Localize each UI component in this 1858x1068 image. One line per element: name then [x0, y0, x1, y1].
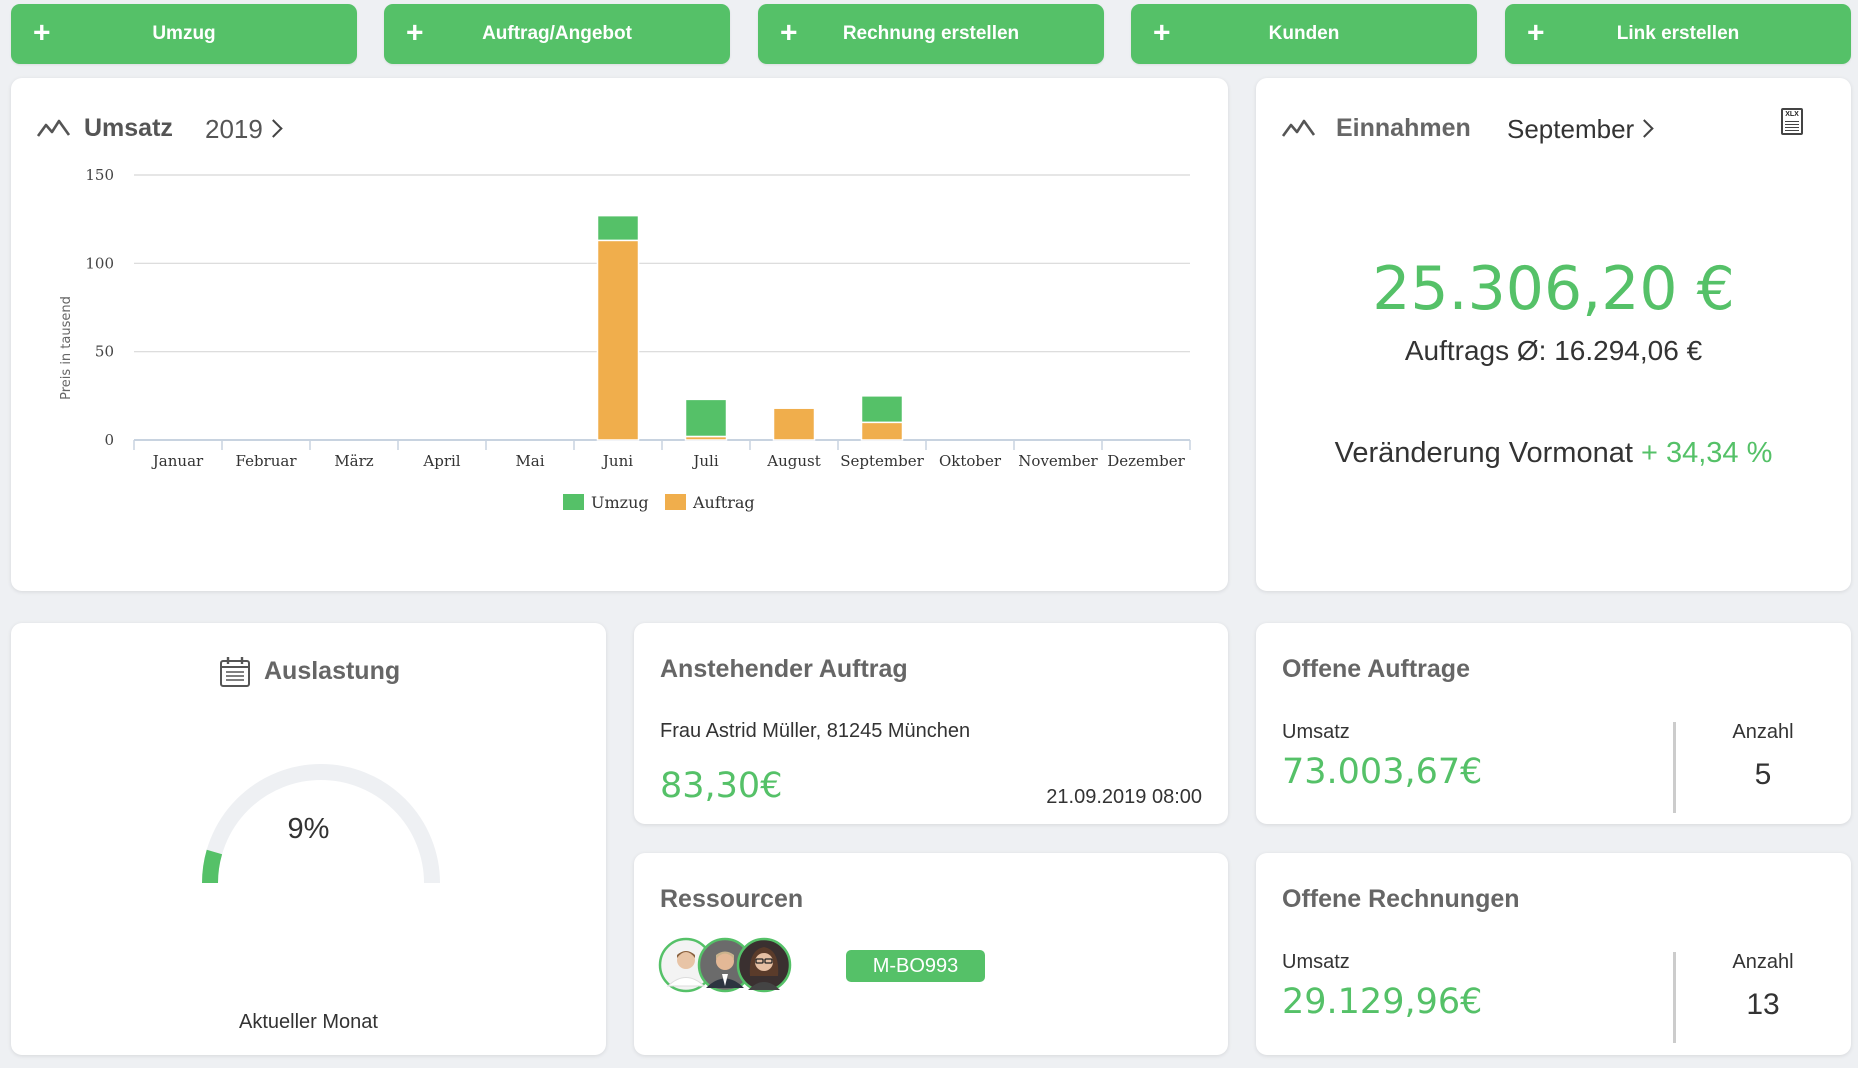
- anzahl-label: Anzahl: [1732, 721, 1794, 743]
- x-tick-label: November: [1018, 452, 1098, 470]
- resource-avatars: [658, 937, 792, 993]
- year-selector[interactable]: 2019: [205, 114, 283, 145]
- avatar[interactable]: [736, 937, 792, 993]
- excel-export-icon[interactable]: XLX: [1781, 108, 1803, 135]
- xlx-label: XLX: [1785, 111, 1799, 118]
- month-selector[interactable]: September: [1507, 114, 1654, 145]
- plus-icon: +: [1153, 16, 1171, 50]
- offene-auftraege-title: Offene Auftrage: [1282, 655, 1470, 683]
- einnahmen-amount: 25.306,20 €: [1372, 254, 1735, 324]
- einnahmen-title: Einnahmen: [1336, 114, 1471, 142]
- y-tick-label: 100: [85, 254, 114, 272]
- auslastung-title: Auslastung: [264, 657, 401, 685]
- gauge-fill: [202, 849, 223, 884]
- x-tick-label: April: [422, 452, 460, 470]
- auftrag-angebot-button-label: Auftrag/Angebot: [482, 23, 632, 44]
- rechnung-erstellen-button[interactable]: + Rechnung erstellen: [758, 4, 1104, 64]
- umsatz-card: Umsatz 2019 Preis in tausend 0 50 100 150 Ja…: [11, 78, 1228, 591]
- plus-icon: +: [1527, 16, 1545, 50]
- umsatz-label: Umsatz: [1282, 721, 1350, 743]
- offene-rechnungen-title: Offene Rechnungen: [1282, 885, 1520, 913]
- offene-auftraege-anzahl: 5: [1754, 758, 1772, 791]
- umsatz-label: Umsatz: [1282, 951, 1350, 973]
- anstehender-title: Anstehender Auftrag: [660, 655, 908, 683]
- umzug-button[interactable]: + Umzug: [11, 4, 357, 64]
- link-erstellen-button[interactable]: + Link erstellen: [1505, 4, 1851, 64]
- offene-auftraege-umsatz: 73.003,67€: [1282, 752, 1483, 792]
- legend-swatch: [665, 494, 686, 510]
- auftrag-amount: 83,30€: [660, 766, 783, 806]
- change-value: + 34,34 %: [1640, 437, 1773, 469]
- umsatz-title: Umsatz: [84, 114, 173, 142]
- x-tick-label: Juni: [601, 452, 633, 470]
- bar-auftrag: [596, 239, 640, 441]
- x-tick-label: August: [766, 452, 820, 470]
- rechnung-erstellen-button-label: Rechnung erstellen: [842, 23, 1020, 44]
- x-tick-label: Mai: [515, 452, 544, 470]
- auslastung-percent: 9%: [287, 813, 330, 845]
- avatar[interactable]: [697, 937, 753, 993]
- offene-rechnungen-card[interactable]: Offene Rechnungen Umsatz 29.129,96€ Anza…: [1256, 853, 1851, 1055]
- change-row: Veränderung Vormonat + 34,34 %: [1256, 437, 1851, 470]
- offene-rechnungen-anzahl: 13: [1746, 988, 1780, 1021]
- year-label: 2019: [205, 114, 263, 144]
- sheet-lines: [1785, 121, 1799, 131]
- plus-icon: +: [33, 16, 51, 50]
- bar-auftrag: [772, 407, 816, 441]
- bar-auftrag: [860, 421, 904, 441]
- plus-icon: +: [780, 16, 798, 50]
- ressourcen-card: Ressourcen M-BO993: [634, 853, 1228, 1055]
- anzahl-label: Anzahl: [1732, 951, 1794, 973]
- x-tick-label: Februar: [235, 452, 297, 470]
- bar-umzug: [860, 395, 904, 424]
- y-axis-label: Preis in tausend: [59, 296, 74, 400]
- divider: [1673, 952, 1676, 1043]
- umsatz-chart: Preis in tausend 0 50 100 150 Januar Februar M…: [59, 166, 1191, 512]
- x-tick-label: Januar: [151, 452, 204, 470]
- kunden-button-label: Kunden: [1268, 23, 1340, 44]
- kunden-button[interactable]: + Kunden: [1131, 4, 1477, 64]
- auftrag-angebot-button[interactable]: + Auftrag/Angebot: [384, 4, 730, 64]
- x-tick-label: März: [334, 452, 373, 470]
- einnahmen-card: Einnahmen September XLX 25.306,20 € Auft…: [1256, 78, 1851, 591]
- legend-label: Auftrag: [692, 493, 755, 512]
- legend-swatch: [563, 494, 584, 510]
- vehicle-badge[interactable]: M-BO993: [846, 950, 985, 982]
- avatar[interactable]: [658, 937, 714, 993]
- ressourcen-title: Ressourcen: [660, 885, 804, 913]
- bar-umzug: [596, 214, 640, 242]
- auftrags-average: Auftrags Ø: 16.294,06 €: [1404, 335, 1703, 366]
- x-tick-label: September: [840, 452, 924, 470]
- y-tick-label: 50: [95, 343, 114, 361]
- divider: [1673, 722, 1676, 813]
- offene-auftraege-card[interactable]: Offene Auftrage Umsatz 73.003,67€ Anzahl…: [1256, 623, 1851, 824]
- link-erstellen-button-label: Link erstellen: [1616, 23, 1740, 44]
- y-tick-label: 0: [104, 431, 114, 449]
- trend-icon: [36, 119, 71, 137]
- anstehender-auftrag-card[interactable]: Anstehender Auftrag Frau Astrid Müller, …: [634, 623, 1228, 824]
- x-tick-label: Juli: [691, 452, 718, 470]
- umzug-button-label: Umzug: [152, 23, 216, 44]
- offene-rechnungen-umsatz: 29.129,96€: [1282, 982, 1483, 1022]
- month-label: September: [1507, 114, 1635, 144]
- chevron-right-icon: [1635, 119, 1654, 138]
- change-label: Veränderung Vormonat: [1334, 437, 1633, 469]
- gauge-track: [202, 764, 440, 884]
- x-tick-label: Oktober: [939, 452, 1002, 470]
- calendar-icon: [220, 657, 250, 687]
- bar-umzug: [684, 398, 728, 438]
- x-tick-label: Dezember: [1107, 452, 1185, 470]
- plus-icon: +: [406, 16, 424, 50]
- legend-label: Umzug: [591, 493, 649, 512]
- auftrag-datetime: 21.09.2019 08:00: [1046, 786, 1202, 808]
- auslastung-card: Auslastung 9% Aktueller Monat: [11, 623, 606, 1055]
- y-tick-label: 150: [85, 166, 114, 184]
- trend-icon: [1281, 119, 1316, 137]
- customer-info: Frau Astrid Müller, 81245 München: [660, 720, 971, 742]
- auslastung-footer: Aktueller Monat: [239, 1011, 378, 1033]
- auslastung-gauge: [202, 764, 440, 884]
